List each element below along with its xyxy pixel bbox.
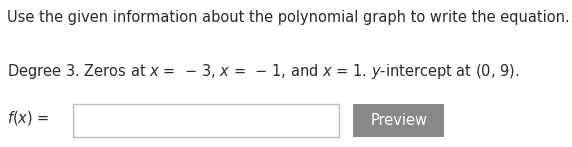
Text: Use the given information about the polynomial graph to write the equation.: Use the given information about the poly… bbox=[7, 10, 570, 25]
Text: Preview: Preview bbox=[370, 113, 427, 128]
FancyBboxPatch shape bbox=[73, 104, 339, 137]
Text: $f(x)$ =: $f(x)$ = bbox=[7, 109, 50, 127]
FancyBboxPatch shape bbox=[353, 104, 444, 137]
Text: Degree 3. Zeros at $x$ =  − 3, $x$ =  − 1, and $x$ = 1. $y$-intercept at (0, 9).: Degree 3. Zeros at $x$ = − 3, $x$ = − 1,… bbox=[7, 62, 520, 81]
